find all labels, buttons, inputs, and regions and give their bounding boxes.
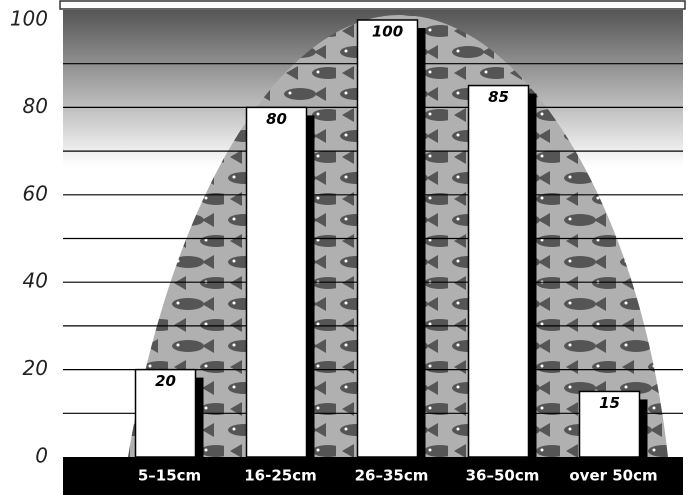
x-tick-label: 5–15cm (138, 467, 201, 485)
y-tick-label: 60 (23, 181, 48, 205)
bar (467, 84, 530, 458)
y-tick-label: 100 (10, 7, 48, 31)
x-tick-label: 16-25cm (244, 467, 317, 485)
y-tick-label: 20 (23, 356, 48, 380)
bar (578, 390, 641, 458)
bar (245, 106, 308, 458)
y-tick-label: 40 (23, 269, 48, 293)
y-tick-label: 80 (23, 94, 48, 118)
y-tick-label: 0 (35, 444, 48, 468)
bar (134, 368, 197, 458)
top-frame (59, 0, 686, 10)
x-axis-band (63, 457, 683, 495)
bar (356, 19, 419, 458)
value-label: 20 (155, 372, 176, 390)
x-tick-label: 36–50cm (466, 467, 540, 485)
value-label: 15 (599, 394, 620, 412)
value-label: 80 (266, 110, 287, 128)
x-tick-label: over 50cm (569, 467, 657, 485)
value-label: 100 (372, 23, 403, 41)
x-tick-label: 26–35cm (355, 467, 429, 485)
value-label: 85 (488, 88, 509, 106)
